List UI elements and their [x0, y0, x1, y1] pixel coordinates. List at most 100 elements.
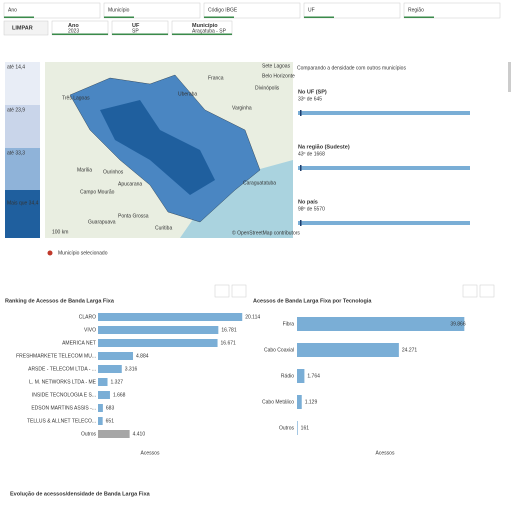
map-place: Apucarana — [118, 181, 142, 187]
category-label: Fibra — [283, 321, 295, 327]
filter-underline — [404, 16, 434, 18]
legend-swatch — [5, 148, 40, 190]
legend-swatch — [5, 190, 40, 238]
export-button[interactable] — [462, 284, 478, 298]
value-label: 161 — [301, 425, 310, 431]
value-label: 3.316 — [125, 366, 138, 372]
map-place: Uberaba — [178, 91, 197, 97]
comparison-marker — [300, 165, 302, 171]
comparison-label: Na região (Sudeste) — [298, 144, 350, 150]
category-label: CLARO — [79, 314, 96, 320]
value-label: 651 — [106, 418, 115, 424]
expand-button[interactable] — [231, 284, 247, 298]
selected-marker — [47, 250, 53, 256]
bar — [98, 365, 122, 373]
category-label: INSIDE TECNOLOGIA E S... — [32, 392, 96, 398]
value-label: 1.668 — [113, 392, 126, 398]
legend-label: até 33,3 — [7, 150, 25, 156]
map-place: Campo Mourão — [80, 189, 115, 195]
selection-bar — [172, 33, 232, 35]
map-scale: 100 km — [52, 229, 68, 235]
map-place: Ponta Grossa — [118, 213, 149, 219]
map-attribution: © OpenStreetMap contributors — [232, 229, 300, 236]
comparison-label: No país — [298, 199, 318, 205]
value-label: 39.866 — [450, 321, 466, 327]
legend-swatch — [5, 105, 40, 148]
export-button[interactable] — [214, 284, 230, 298]
selected-label: Município selecionado — [58, 250, 108, 256]
filter-box[interactable] — [403, 2, 501, 19]
axis-label: Acessos — [141, 450, 160, 456]
selection-chip[interactable] — [111, 20, 169, 36]
value-label: 20.114 — [245, 314, 260, 320]
bar — [98, 339, 218, 347]
category-label: Cabo Metálico — [262, 399, 294, 405]
map-place: Franca — [208, 75, 224, 81]
value-label: 1.129 — [305, 399, 318, 405]
bar — [297, 317, 465, 331]
bar — [98, 417, 103, 425]
value-label: 1.764 — [307, 373, 320, 379]
category-label: AMERICA NET — [62, 340, 96, 346]
map-place: Ourinhos — [103, 169, 124, 175]
selection-bar — [112, 33, 168, 35]
selection-field: Ano — [68, 23, 79, 29]
comparison-bar — [298, 111, 470, 115]
bar — [98, 391, 110, 399]
filter-underline — [204, 16, 234, 18]
bar — [297, 421, 298, 435]
bar — [98, 404, 103, 412]
category-label: EDSON MARTINS ASSIS -... — [31, 405, 96, 411]
clear-button[interactable] — [3, 20, 49, 36]
comparison-rank: 43º de 1668 — [298, 151, 325, 157]
filter-box[interactable] — [103, 2, 201, 19]
clear-label: LIMPAR — [12, 25, 33, 31]
legend-swatch — [5, 62, 40, 105]
category-label: FRESHMARKETE TELECOM MU... — [16, 353, 96, 359]
comparison-label: No UF (SP) — [298, 89, 327, 95]
bar — [98, 378, 108, 386]
value-label: 4.884 — [136, 353, 149, 359]
bar — [297, 343, 399, 357]
selection-chip[interactable] — [51, 20, 109, 36]
map-place: Belo Horizonte — [262, 73, 295, 79]
category-label: ARSDE - TELECOM LTDA - ... — [28, 366, 96, 372]
category-label: TELLUS & ALLNET TELECO... — [27, 418, 96, 424]
scrollbar[interactable] — [508, 62, 511, 92]
selection-value: SP — [132, 28, 139, 34]
bar — [98, 352, 134, 360]
category-label: L. M. NETWORKS LTDA - ME — [29, 379, 97, 385]
comparison-rank: 33º de 645 — [298, 96, 322, 102]
legend-label: até 14,4 — [7, 64, 25, 70]
expand-button[interactable] — [479, 284, 495, 298]
state-shape — [100, 100, 215, 195]
bar — [98, 430, 130, 438]
filter-box[interactable] — [303, 2, 401, 19]
value-label: 4.410 — [133, 431, 146, 437]
bar — [98, 326, 219, 334]
category-label: Outros — [279, 425, 295, 431]
filter-underline — [4, 16, 34, 18]
map-place: Três Lagoas — [62, 95, 90, 101]
comparison-bar — [298, 221, 470, 225]
map-place: Curitiba — [155, 225, 172, 231]
selection-value: 2023 — [68, 28, 79, 34]
filter-label: Município — [108, 7, 130, 13]
chart-title: Ranking de Acessos de Banda Larga Fixa — [5, 298, 115, 304]
category-label: Cabo Coaxial — [264, 347, 294, 353]
bar — [297, 395, 302, 409]
chart-title: Acessos de Banda Larga Fixa por Tecnolog… — [253, 298, 372, 304]
category-label: Rádio — [281, 373, 294, 379]
bar — [98, 313, 243, 321]
comparison-marker — [300, 220, 302, 226]
filter-box[interactable] — [203, 2, 301, 19]
filter-box[interactable] — [3, 2, 101, 19]
filter-underline — [104, 16, 134, 18]
filter-label: Código IBGE — [208, 7, 238, 13]
legend-label: até 23,9 — [7, 107, 25, 113]
value-label: 16.671 — [221, 340, 237, 346]
water — [180, 160, 293, 238]
comparison-rank: 98º de 5570 — [298, 206, 325, 212]
value-label: 24.271 — [402, 347, 418, 353]
